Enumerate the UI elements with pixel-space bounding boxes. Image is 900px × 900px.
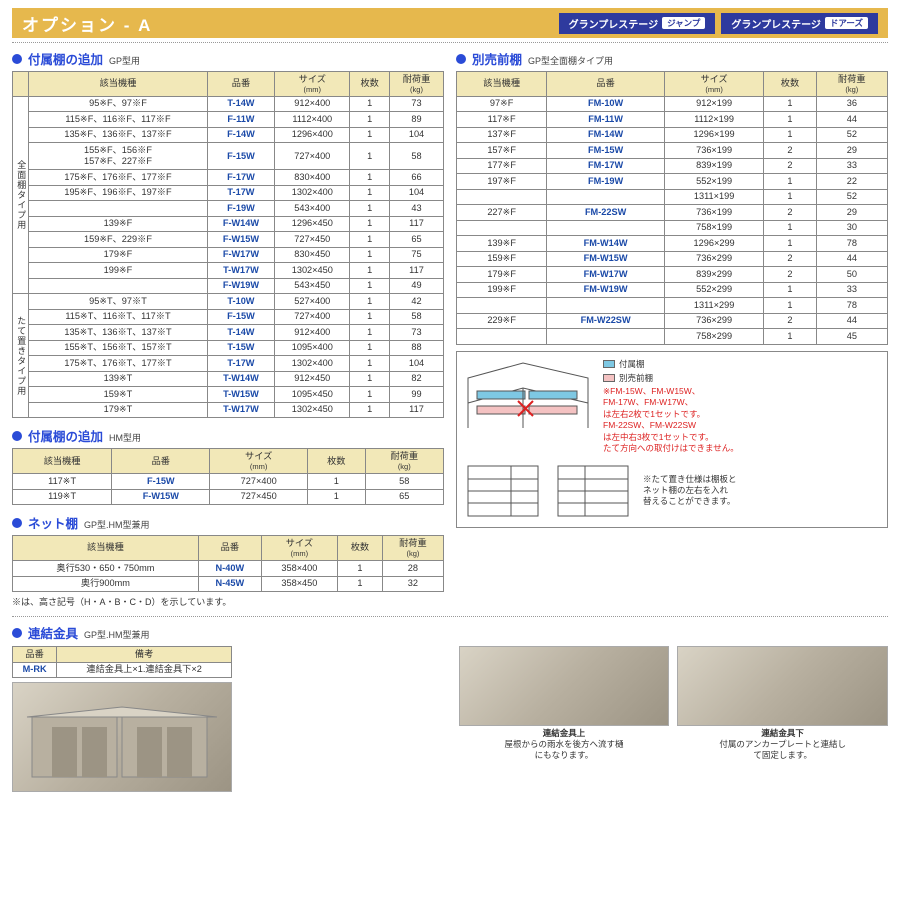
badge-2: グランプレステージ ドアーズ: [721, 13, 878, 34]
section1-head: 付属棚の追加 GP型用: [12, 49, 444, 68]
bullet-icon: [456, 54, 466, 64]
shelf-diagram-2: [463, 461, 543, 521]
photo-joint-bottom: [677, 646, 888, 726]
section2-head: 付属棚の追加 HM型用: [12, 426, 444, 445]
red-note: ※FM-15W、FM-W15W、FM-17W、FM-W17W、は左右2枚で1セッ…: [603, 386, 739, 455]
header-badges: グランプレステージ ジャンプ グランプレステージ ドアーズ: [559, 13, 878, 34]
diagram-box: 付属棚 別売前棚 ※FM-15W、FM-W15W、FM-17W、FM-W17W、…: [456, 351, 888, 528]
bullet-icon: [12, 628, 22, 638]
table-sec1: 該当機種 品番 サイズ(mm) 枚数 耐荷重(kg) 全面棚タイプ用95※F、9…: [12, 71, 444, 418]
shelf-diagram-1: [463, 358, 593, 448]
bullet-icon: [12, 518, 22, 528]
shelf-diagram-3: [553, 461, 633, 521]
table-sec5: 品番備考 M-RK連結金具上×1.連結金具下×2: [12, 646, 232, 678]
section5-head: 連結金具 GP型.HM型兼用: [12, 623, 888, 642]
bullet-icon: [12, 431, 22, 441]
footnote: ※は、高さ記号（H・A・B・C・D）を示しています。: [12, 595, 444, 608]
page-header: オプション - A グランプレステージ ジャンプ グランプレステージ ドアーズ: [12, 8, 888, 38]
badge-1: グランプレステージ ジャンプ: [559, 13, 716, 34]
photo-joint-top: [459, 646, 670, 726]
side-note: ※たて置き仕様は棚板とネット棚の左右を入れ替えることができます。: [643, 474, 737, 507]
table-sec4: 該当機種 品番 サイズ(mm) 枚数 耐荷重(kg) 97※FFM-10W912…: [456, 71, 888, 345]
table-sec2: 該当機種 品番 サイズ(mm) 枚数 耐荷重(kg) 117※TF-15W727…: [12, 448, 444, 505]
page-title: オプション - A: [22, 11, 152, 36]
divider: [12, 616, 888, 617]
section3-head: ネット棚 GP型.HM型兼用: [12, 513, 444, 532]
section4-head: 別売前棚 GP型全面棚タイプ用: [456, 49, 888, 68]
caption-b: 連結金具上 屋根からの雨水を後方へ流す樋にもなります。: [459, 728, 670, 761]
table-sec3: 該当機種 品番 サイズ(mm) 枚数 耐荷重(kg) 奥行530・650・750…: [12, 535, 444, 592]
photo-shed: [12, 682, 232, 792]
divider: [12, 42, 888, 43]
bullet-icon: [12, 54, 22, 64]
caption-c: 連結金具下 付属のアンカープレートと連結して固定します。: [677, 728, 888, 761]
